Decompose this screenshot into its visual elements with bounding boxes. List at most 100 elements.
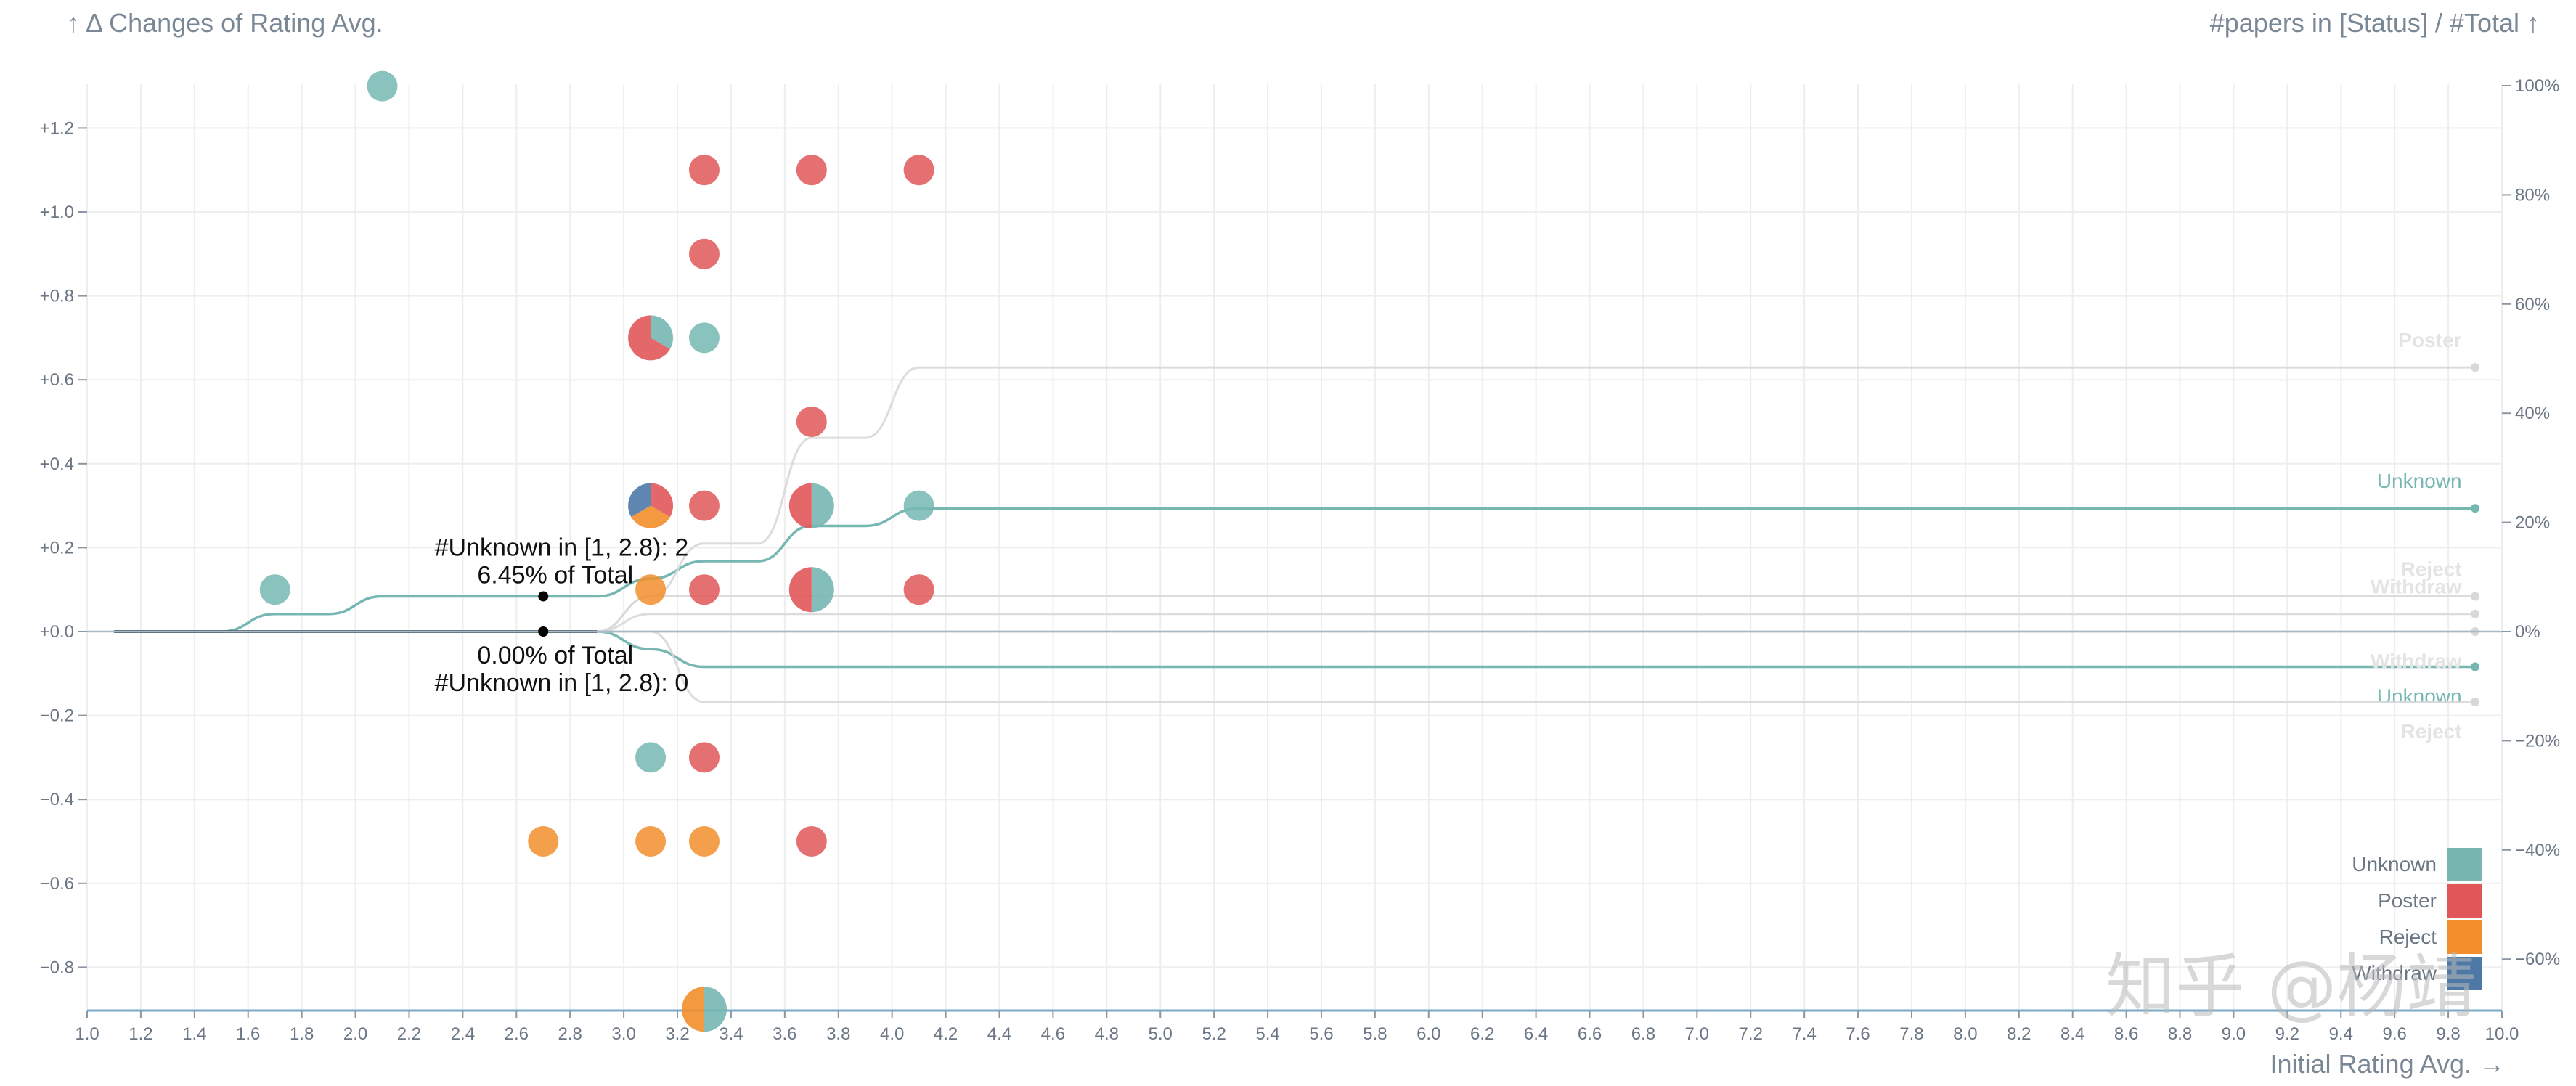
y-left-tick-label: −0.2: [40, 706, 74, 726]
x-tick-label: 9.2: [2275, 1024, 2299, 1044]
y-right-tick-label: −20%: [2515, 731, 2560, 751]
x-axis-title: Initial Rating Avg. →: [2270, 1049, 2505, 1079]
y-right-tick-label: 20%: [2515, 513, 2550, 533]
y-left-tick-label: +0.8: [40, 287, 74, 306]
x-tick-label: 3.6: [773, 1024, 796, 1044]
y-left-tick-label: −0.6: [40, 874, 74, 894]
x-tick-label: 6.6: [1578, 1024, 1602, 1044]
x-tick-label: 9.8: [2436, 1024, 2460, 1044]
line-end-dot: [2471, 662, 2480, 671]
point-poster: [903, 574, 934, 605]
point-poster: [688, 742, 720, 773]
legend-swatch-poster: [2447, 884, 2482, 918]
point-unknown: [903, 490, 934, 521]
watermark: 知乎 @杨靖: [2106, 946, 2477, 1027]
right-axis-title: #papers in [Status] / #Total ↑: [2210, 8, 2540, 38]
x-tick-label: 1.2: [129, 1024, 152, 1044]
y-right-tick-label: −60%: [2515, 950, 2560, 969]
point-poster: [688, 574, 720, 605]
pie-slice-unknown: [811, 567, 834, 613]
point-unknown: [635, 742, 667, 773]
grid-lines: [86, 84, 2503, 1011]
x-tick-label: 5.6: [1309, 1024, 1333, 1044]
x-tick-label: 9.4: [2329, 1024, 2353, 1044]
pie-slice-reject: [681, 987, 704, 1032]
x-tick-label: 6.0: [1417, 1024, 1440, 1044]
x-tick-label: 7.4: [1792, 1024, 1816, 1044]
x-tick-label: 7.2: [1739, 1024, 1763, 1044]
x-tick-label: 4.8: [1095, 1024, 1119, 1044]
line-end-label: Reject: [2401, 558, 2462, 580]
x-tick-label: 2.8: [558, 1024, 582, 1044]
x-tick-label: 8.8: [2168, 1024, 2192, 1044]
legend-swatch-unknown: [2447, 848, 2482, 881]
pie-slice-poster: [788, 483, 812, 528]
point-poster: [903, 155, 934, 186]
y-right-tick-label: 0%: [2515, 622, 2540, 642]
point-unknown: [259, 574, 290, 605]
pie-slice-poster: [651, 483, 674, 518]
x-tick-label: 2.6: [505, 1024, 529, 1044]
x-tick-label: 1.6: [236, 1024, 260, 1044]
left-axis-title: ↑ Δ Changes of Rating Avg.: [67, 8, 383, 38]
pie-slice-poster: [628, 315, 670, 361]
cumulative-line-withdraw-up: [113, 613, 2476, 633]
annotations: #Unknown in [1, 2.8): 26.45% of Total 0.0…: [435, 534, 689, 697]
line-end-dot: [2471, 592, 2480, 601]
y-left-tick-label: +0.6: [40, 370, 74, 390]
point-unknown: [367, 70, 398, 102]
annotation-dot: [538, 626, 549, 637]
data-points: [259, 70, 934, 1032]
line-end-label: Poster: [2398, 329, 2461, 351]
point-poster: [796, 407, 827, 437]
x-tick-label: 1.8: [290, 1024, 314, 1044]
x-tick-label: 10.0: [2485, 1024, 2519, 1044]
x-tick-label: 1.4: [182, 1024, 206, 1044]
point-unknown: [688, 322, 720, 354]
cumulative-line-unknown-up: [113, 507, 2476, 633]
y-left-tick-label: +1.0: [40, 203, 74, 222]
point-poster: [688, 238, 720, 269]
point-poster: [796, 155, 827, 186]
pie-slice-reject: [631, 505, 670, 528]
x-tick-label: 9.0: [2222, 1024, 2246, 1044]
x-tick-label: 2.0: [343, 1024, 367, 1044]
y-right-tick-label: 60%: [2515, 295, 2550, 314]
legend-label-unknown: Unknown: [2352, 853, 2437, 875]
point-poster: [688, 155, 720, 186]
x-tick-label: 8.4: [2061, 1024, 2084, 1044]
y-left-tick-label: +0.4: [40, 454, 74, 474]
pie-slice-unknown: [811, 483, 834, 528]
line-end-label: Reject: [2401, 720, 2462, 743]
annotation-count: #Unknown in [1, 2.8): 0: [435, 669, 689, 697]
line-end-label: Withdraw: [2371, 650, 2462, 672]
y-left-tick-label: +0.0: [40, 622, 74, 642]
line-end-label: Unknown: [2377, 470, 2462, 492]
cumulative-line-poster-up: [113, 366, 2476, 633]
y-left-tick-label: +1.2: [40, 118, 74, 138]
annotation-count: #Unknown in [1, 2.8): 2: [435, 534, 689, 561]
x-tick-label: 3.8: [826, 1024, 850, 1044]
point-reject: [635, 826, 667, 857]
point-reject: [635, 574, 667, 605]
y-right-tick-label: 40%: [2515, 404, 2550, 423]
line-end-label: Withdraw: [2371, 576, 2462, 598]
x-tick-label: 3.4: [719, 1024, 743, 1044]
legend-label-withdraw: Withdraw: [2352, 962, 2437, 984]
y-right-tick-label: 100%: [2515, 76, 2559, 96]
x-tick-label: 7.6: [1846, 1024, 1870, 1044]
x-tick-label: 1.0: [75, 1024, 99, 1044]
line-end-dot: [2471, 609, 2480, 618]
legend-label-poster: Poster: [2378, 889, 2437, 912]
y-right-tick-label: 80%: [2515, 185, 2550, 205]
x-tick-label: 2.4: [451, 1024, 475, 1044]
x-tick-label: 8.2: [2007, 1024, 2031, 1044]
line-end-dot: [2471, 504, 2480, 513]
point-poster: [688, 490, 720, 521]
legend-label-reject: Reject: [2379, 926, 2437, 948]
x-tick-label: 6.8: [1631, 1024, 1655, 1044]
legend: Unknown Poster Reject Withdraw: [2352, 848, 2482, 990]
annotation-percent: 6.45% of Total: [477, 561, 633, 589]
pie-slice-unknown: [704, 987, 727, 1032]
x-tick-label: 2.2: [397, 1024, 421, 1044]
